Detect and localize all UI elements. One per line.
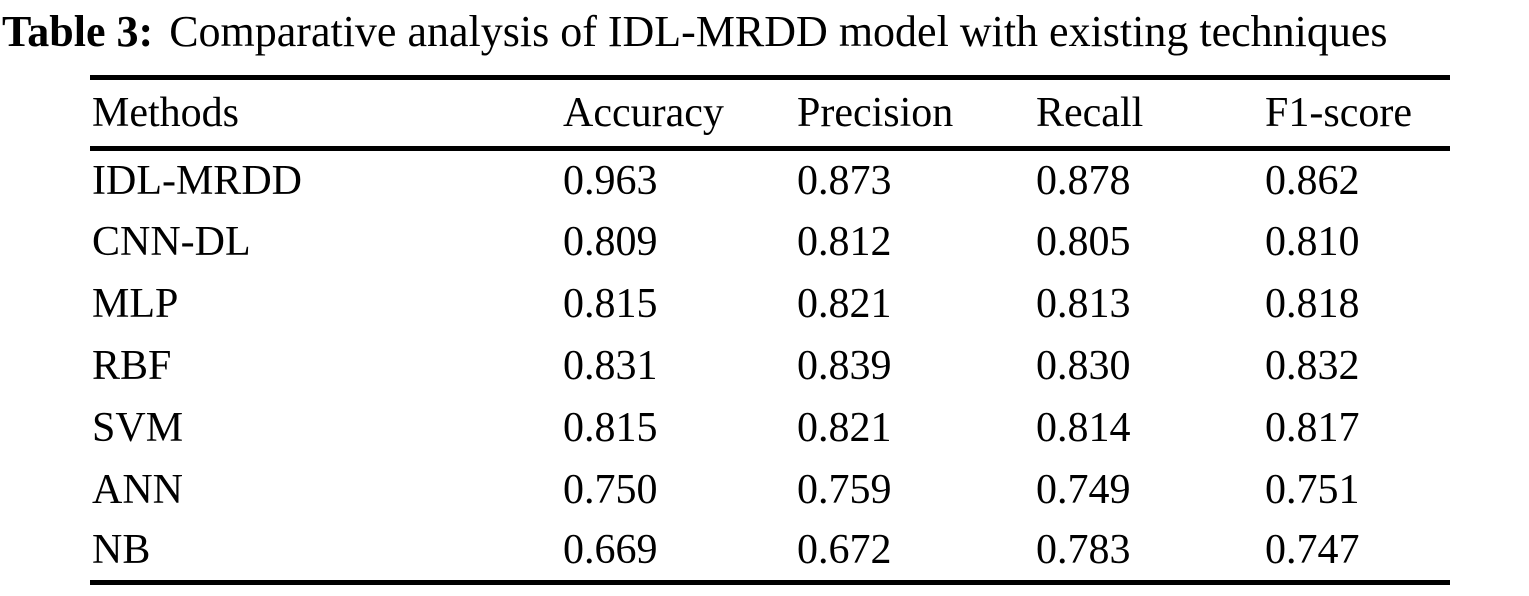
comparative-results-table: Methods Accuracy Precision Recall F1-sco… <box>90 75 1450 585</box>
column-header-accuracy: Accuracy <box>563 77 797 151</box>
method-name: NB <box>92 527 151 574</box>
recall-value: 0.805 <box>1036 218 1131 265</box>
table-row-svm: SVM 0.815 0.821 0.814 0.817 <box>90 397 1450 459</box>
accuracy-value: 0.809 <box>563 218 658 265</box>
table-row-mlp: MLP 0.815 0.821 0.813 0.818 <box>90 273 1450 335</box>
column-header-recall: Recall <box>1036 77 1265 151</box>
precision-value: 0.672 <box>797 527 892 574</box>
f1-score-value: 0.747 <box>1265 527 1360 574</box>
precision-value: 0.821 <box>797 404 892 451</box>
recall-value: 0.749 <box>1036 466 1131 513</box>
method-name: MLP <box>92 280 179 327</box>
table-row-cnn-dl: CNN-DL 0.809 0.812 0.805 0.810 <box>90 211 1450 273</box>
precision-value: 0.839 <box>797 342 892 389</box>
f1-score-value: 0.810 <box>1265 218 1360 265</box>
f1-score-value: 0.862 <box>1265 157 1360 204</box>
table-caption-label: Table 3: <box>2 7 154 56</box>
precision-value: 0.759 <box>797 466 892 513</box>
table-caption-text: Comparative analysis of IDL-MRDD model w… <box>169 7 1388 56</box>
accuracy-value: 0.831 <box>563 342 658 389</box>
accuracy-value: 0.963 <box>563 157 658 204</box>
recall-value: 0.878 <box>1036 157 1131 204</box>
column-header-precision: Precision <box>797 77 1036 151</box>
accuracy-value: 0.669 <box>563 527 658 574</box>
recall-value: 0.814 <box>1036 404 1131 451</box>
table-row-nb: NB 0.669 0.672 0.783 0.747 <box>90 521 1450 583</box>
precision-value: 0.873 <box>797 157 892 204</box>
f1-score-value: 0.751 <box>1265 466 1360 513</box>
method-name: CNN-DL <box>92 218 251 265</box>
table-caption: Table 3: Comparative analysis of IDL-MRDD… <box>0 0 1529 58</box>
table-row-rbf: RBF 0.831 0.839 0.830 0.832 <box>90 335 1450 397</box>
precision-value: 0.821 <box>797 280 892 327</box>
column-header-f1-score: F1-score <box>1265 77 1450 151</box>
method-name: RBF <box>92 342 172 389</box>
table-row-idl-mrdd: IDL-MRDD 0.963 0.873 0.878 0.862 <box>90 149 1450 211</box>
accuracy-value: 0.815 <box>563 404 658 451</box>
table-header-row: Methods Accuracy Precision Recall F1-sco… <box>90 77 1450 151</box>
accuracy-value: 0.815 <box>563 280 658 327</box>
method-name: SVM <box>92 404 184 451</box>
method-name: IDL-MRDD <box>92 157 302 204</box>
f1-score-value: 0.818 <box>1265 280 1360 327</box>
accuracy-value: 0.750 <box>563 466 658 513</box>
recall-value: 0.830 <box>1036 342 1131 389</box>
method-name: ANN <box>92 466 183 513</box>
recall-value: 0.813 <box>1036 280 1131 327</box>
precision-value: 0.812 <box>797 218 892 265</box>
column-header-methods: Methods <box>90 77 563 151</box>
recall-value: 0.783 <box>1036 527 1131 574</box>
table-row-ann: ANN 0.750 0.759 0.749 0.751 <box>90 459 1450 521</box>
f1-score-value: 0.832 <box>1265 342 1360 389</box>
f1-score-value: 0.817 <box>1265 404 1360 451</box>
